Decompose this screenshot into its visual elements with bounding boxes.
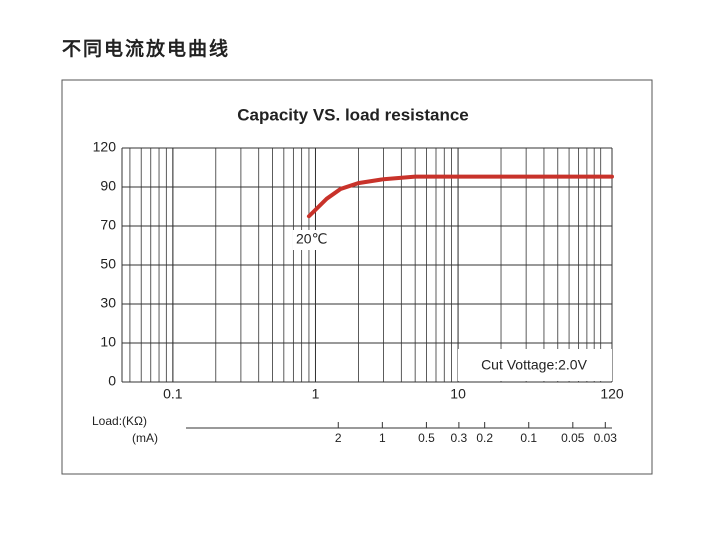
x-tick-label: 1 — [312, 386, 320, 402]
y-tick-label: 120 — [93, 139, 117, 155]
page-title: 不同电流放电曲线 — [62, 37, 230, 60]
x2-axis-label-top: Load:(KΩ) — [92, 414, 147, 428]
x2-tick-label: 0.03 — [594, 431, 618, 445]
x2-axis-label: (mA) — [132, 431, 158, 445]
y-tick-label: 0 — [108, 373, 116, 389]
y-tick-label: 10 — [100, 334, 116, 350]
x2-tick-label: 0.1 — [520, 431, 537, 445]
x-tick-label: 10 — [450, 386, 466, 402]
x2-tick-label: 0.3 — [451, 431, 468, 445]
x-tick-label: 0.1 — [163, 386, 183, 402]
chart-title: Capacity VS. load resistance — [237, 105, 469, 124]
x2-tick-label: 0.5 — [418, 431, 435, 445]
y-tick-label: 30 — [100, 295, 116, 311]
frame — [61, 79, 653, 475]
annotation: Cut Vottage:2.0V — [481, 357, 588, 373]
x2-tick-label: 1 — [379, 431, 386, 445]
line — [306, 174, 614, 219]
y-tick-label: 90 — [100, 178, 116, 194]
annotation-box — [458, 349, 612, 381]
y-tick-label: 50 — [100, 256, 116, 272]
x2-tick-label: 2 — [335, 431, 342, 445]
x2-tick-label: 0.05 — [561, 431, 585, 445]
x-tick-label: 120 — [600, 386, 624, 402]
y-tick-label: 70 — [100, 217, 116, 233]
series-label: 20℃ — [296, 231, 327, 247]
legend-bg — [293, 230, 333, 250]
x2-tick-label: 0.2 — [476, 431, 493, 445]
